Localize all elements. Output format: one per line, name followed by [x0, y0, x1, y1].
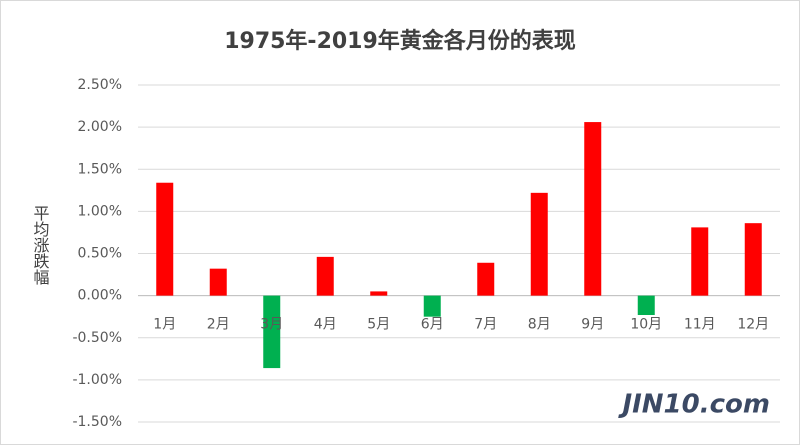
y-tick-label: 0.50% — [78, 246, 122, 262]
watermark: JIN10.com — [617, 390, 770, 420]
x-tick-label: 2月 — [207, 317, 230, 333]
y-tick-label: -1.50% — [72, 414, 122, 430]
x-tick-label: 4月 — [314, 317, 337, 333]
bar — [691, 227, 709, 296]
y-tick-label: 0.00% — [78, 288, 122, 304]
bar — [370, 291, 388, 296]
bar — [316, 256, 334, 296]
y-tick-label: -1.00% — [72, 372, 122, 388]
bar — [637, 295, 655, 316]
y-tick-label: -0.50% — [72, 330, 122, 346]
bar — [530, 192, 548, 296]
bar — [584, 122, 602, 296]
y-axis-label: 平均涨跌幅 — [31, 205, 50, 285]
x-tick-label: 6月 — [421, 317, 444, 333]
x-tick-label: 3月 — [260, 317, 283, 333]
bar — [209, 268, 227, 296]
x-tick-label: 9月 — [581, 317, 604, 333]
x-tick-label: 10月 — [630, 317, 662, 333]
bar — [423, 295, 441, 317]
bar — [263, 295, 281, 369]
x-tick-label: 8月 — [528, 317, 551, 333]
y-tick-label: 1.00% — [78, 203, 122, 219]
x-tick-label: 5月 — [367, 317, 390, 333]
bar — [477, 262, 495, 296]
chart-title: 1975年-2019年黄金各月份的表现 — [224, 28, 576, 54]
x-tick-label: 1月 — [153, 317, 176, 333]
y-tick-label: 2.00% — [78, 119, 122, 135]
bar — [156, 182, 174, 296]
x-tick-label: 12月 — [737, 317, 769, 333]
bar — [744, 223, 762, 296]
x-tick-label: 11月 — [684, 317, 716, 333]
y-tick-label: 2.50% — [78, 77, 122, 93]
y-tick-label: 1.50% — [78, 161, 122, 177]
x-tick-label: 7月 — [474, 317, 497, 333]
